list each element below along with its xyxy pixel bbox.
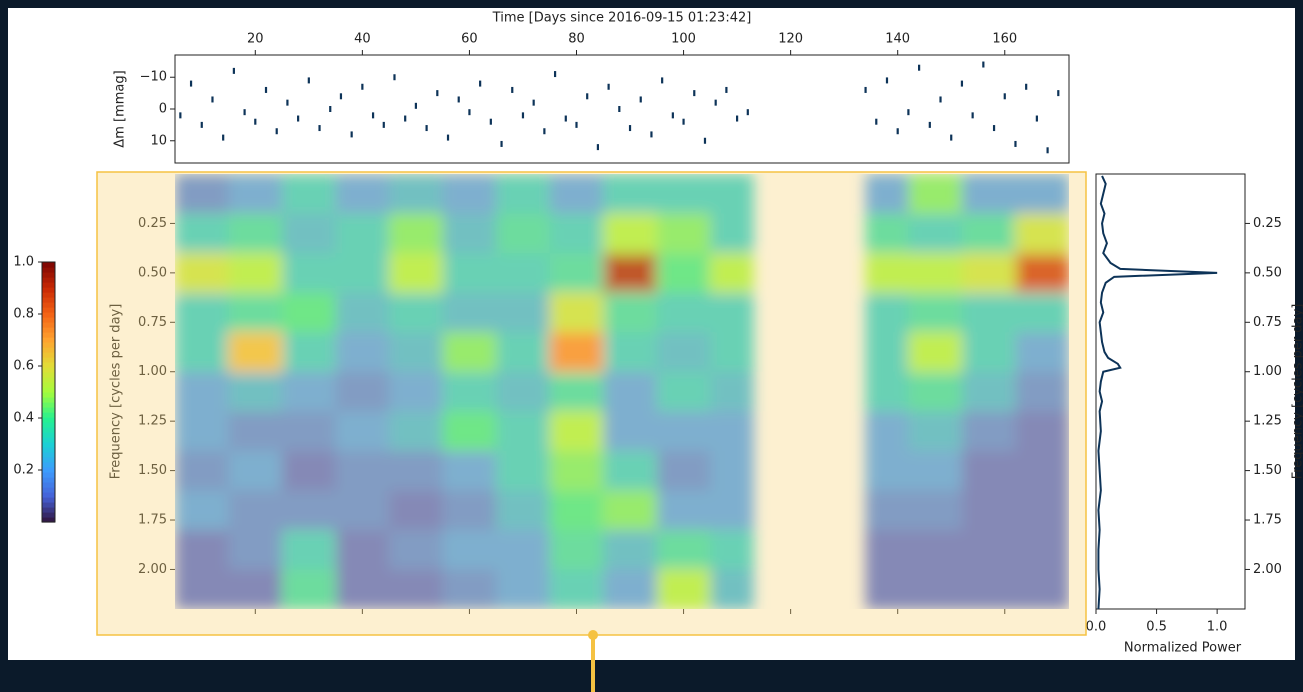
x-tick-label: 20 [247,32,264,47]
x-tick-label: 0.0 [1086,620,1107,635]
y-tick-label: 1.25 [1253,414,1282,429]
colorbar-step [42,272,55,278]
colorbar-step [42,302,55,308]
colorbar-step [42,487,55,493]
colorbar-step [42,392,55,398]
x-tick-label: 1.0 [1207,620,1228,635]
colorbar-step [42,322,55,328]
colorbar-step [42,387,55,393]
colorbar-step [42,277,55,283]
colorbar-tick-label: 0.4 [13,411,34,426]
colorbar-step [42,402,55,408]
figure: 20 40 60 80 100 120 140 160 −10 0 10 Time [Days sin… [0,0,1303,692]
colorbar-step [42,492,55,498]
colorbar-step [42,407,55,413]
y-tick-label: 1.75 [1253,513,1282,528]
x-tick-label: 140 [885,32,910,47]
colorbar-step [42,327,55,333]
colorbar-step [42,512,55,518]
y-tick-label: 0.75 [1253,315,1282,330]
x-tick-label: 120 [778,32,803,47]
x-tick-label: 0.5 [1146,620,1167,635]
x-axis-label: Normalized Power [1124,641,1242,656]
colorbar-step [42,482,55,488]
colorbar-step [42,297,55,303]
y-tick-label: 1.00 [1253,364,1282,379]
y-tick-label: 1.50 [1253,463,1282,478]
x-axis-label: Time [Days since 2016-09-15 01:23:42] [492,11,752,26]
y-tick-label: −10 [140,70,167,85]
colorbar-tick-label: 0.2 [13,463,34,478]
colorbar-step [42,342,55,348]
colorbar-step [42,382,55,388]
colorbar-step [42,412,55,418]
x-tick-label: 160 [992,32,1017,47]
y-axis-label: Δm [mmag] [113,70,128,147]
colorbar-step [42,262,55,268]
colorbar-step [42,427,55,433]
colorbar-step [42,372,55,378]
colorbar-step [42,507,55,513]
colorbar-step [42,307,55,313]
colorbar-step [42,447,55,453]
colorbar-step [42,377,55,383]
colorbar-step [42,437,55,443]
page: {"chart_data": [ {"type": "scatter", "xl… [0,0,1303,692]
colorbar-step [42,347,55,353]
colorbar-step [42,457,55,463]
colorbar-step [42,417,55,423]
colorbar-step [42,502,55,508]
x-tick-label: 100 [671,32,696,47]
colorbar-step [42,397,55,403]
colorbar-step [42,442,55,448]
colorbar-step [42,267,55,273]
colorbar-tick-label: 0.8 [13,307,34,322]
colorbar-step [42,287,55,293]
colorbar-step [42,337,55,343]
y-tick-label: 0.50 [1253,265,1282,280]
y-tick-label: 10 [150,133,167,148]
y-tick-label: 2.00 [1253,562,1282,577]
colorbar-step [42,312,55,318]
colorbar-step [42,362,55,368]
colorbar-step [42,352,55,358]
colorbar-step [42,357,55,363]
colorbar-step [42,452,55,458]
y-tick-label: 0 [159,102,167,117]
colorbar-step [42,462,55,468]
colorbar-step [42,282,55,288]
colorbar-step [42,432,55,438]
colorbar-step [42,497,55,503]
x-tick-label: 40 [354,32,371,47]
x-tick-label: 60 [461,32,478,47]
colorbar-step [42,467,55,473]
x-tick-label: 80 [568,32,585,47]
highlight-anchor [588,630,598,640]
colorbar-step [42,477,55,483]
y-tick-label: 0.25 [1253,216,1282,231]
y-axis-label: Frequency [cycles per day] [1291,304,1303,480]
colorbar-step [42,332,55,338]
colorbar-tick-label: 1.0 [13,255,34,270]
colorbar-tick-label: 0.6 [13,359,34,374]
colorbar-step [42,317,55,323]
colorbar-step [42,367,55,373]
colorbar-step [42,422,55,428]
colorbar-step [42,472,55,478]
colorbar-step [42,292,55,298]
highlight-box [97,172,1086,635]
